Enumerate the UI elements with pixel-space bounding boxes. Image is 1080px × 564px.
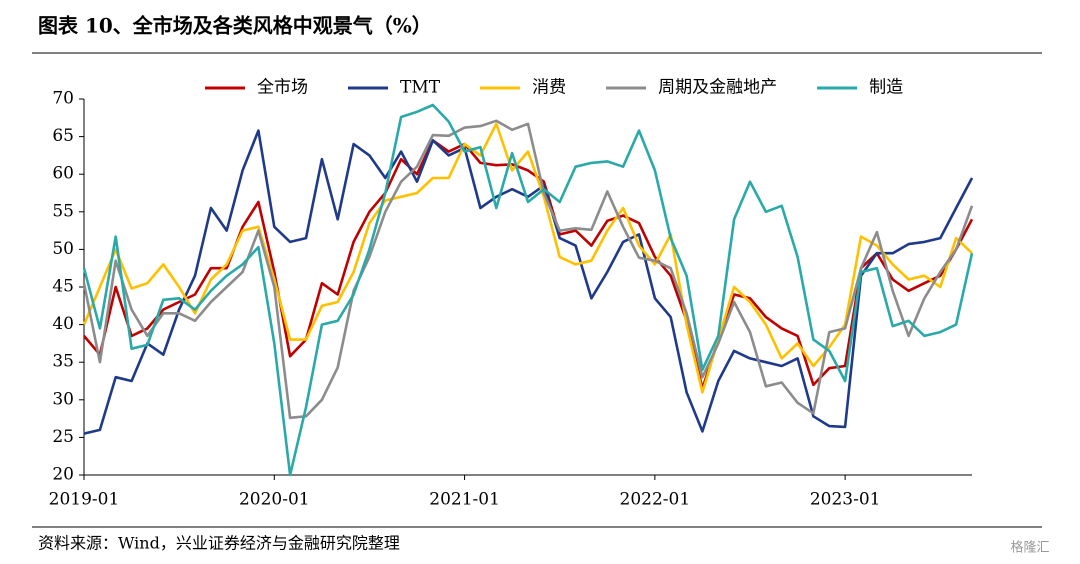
y-tick-label: 70: [52, 89, 74, 109]
y-tick-label: 50: [52, 239, 74, 259]
x-tick-label: 2019-01: [49, 490, 120, 510]
series-line: [82, 103, 974, 477]
series-line: [83, 129, 974, 435]
y-tick-label: 60: [52, 164, 74, 184]
x-tick-label: 2022-01: [620, 490, 691, 510]
y-tick-label: 25: [52, 427, 74, 447]
legend-label: TMT: [400, 78, 441, 98]
source-note: 资料来源：Wind，兴业证券经济与金融研究院整理: [38, 534, 400, 553]
legend-label: 全市场: [257, 78, 308, 98]
legend-label: 周期及金融地产: [658, 78, 777, 98]
y-tick-label: 40: [52, 314, 74, 334]
y-tick-label: 35: [52, 352, 74, 372]
series-line: [83, 139, 974, 390]
x-tick-label: 2021-01: [429, 490, 500, 510]
chart-title: 图表 10、全市场及各类风格中观景气（%）: [38, 14, 432, 38]
y-tick-label: 30: [52, 389, 74, 409]
y-tick-label: 65: [52, 126, 74, 146]
y-tick-label: 20: [52, 465, 74, 485]
y-tick-label: 45: [52, 277, 74, 297]
x-tick-label: 2020-01: [239, 490, 310, 510]
series-line: [82, 119, 974, 420]
y-tick-label: 55: [52, 201, 74, 221]
x-tick-label: 2023-01: [810, 490, 881, 510]
series-line: [82, 122, 973, 394]
legend-label: 制造: [869, 78, 903, 98]
legend-label: 消费: [532, 78, 566, 98]
watermark: 格隆汇: [1010, 540, 1049, 556]
